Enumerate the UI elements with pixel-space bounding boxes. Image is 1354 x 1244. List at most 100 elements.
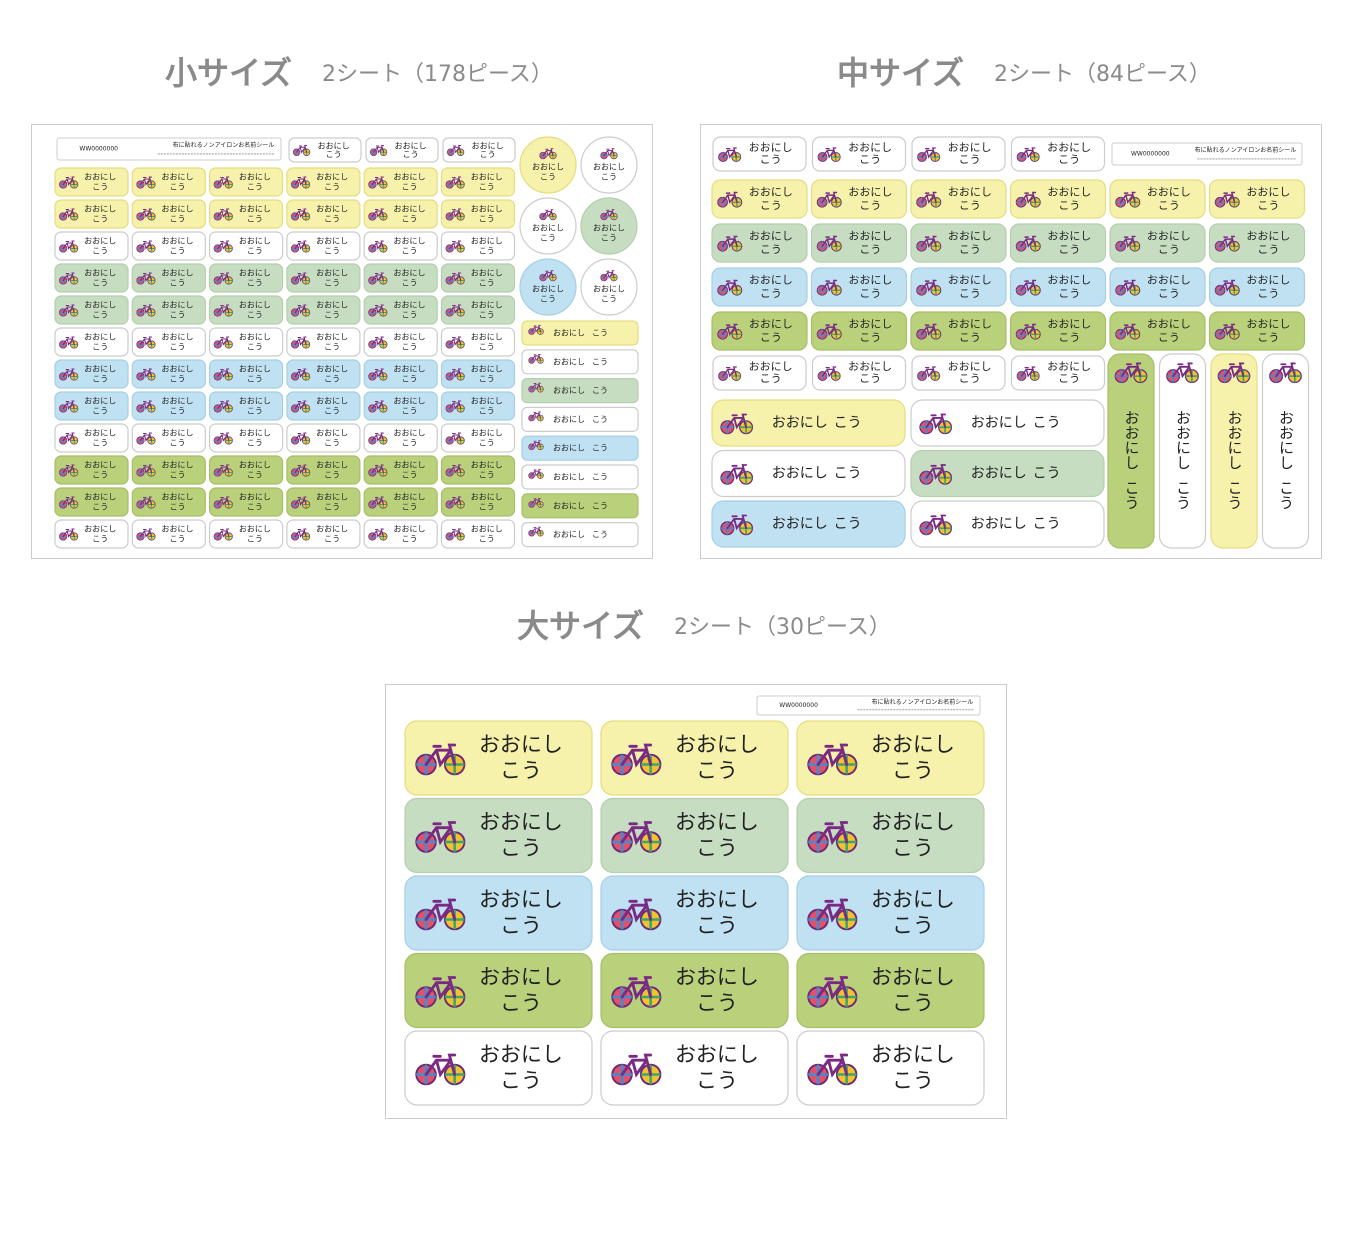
sticker xyxy=(1210,353,1258,549)
name-family: おおにし xyxy=(1047,274,1091,287)
name-family: おおにし xyxy=(393,429,425,438)
sticker xyxy=(363,263,438,293)
name-family: おおにし xyxy=(471,461,503,470)
sticker xyxy=(1010,355,1106,391)
name-given: こう xyxy=(401,375,417,384)
sticker xyxy=(440,487,516,517)
name-given: こう xyxy=(479,439,495,448)
sticker xyxy=(209,487,284,517)
name-family: おおにし xyxy=(848,318,892,331)
sticker xyxy=(712,355,807,391)
name-family: おおにし xyxy=(393,493,425,502)
sticker xyxy=(521,320,639,346)
name-family: おおにし xyxy=(848,186,892,199)
name-given: こう xyxy=(479,535,495,544)
sticker xyxy=(209,167,284,197)
sticker xyxy=(440,327,516,357)
name-family: おおにし xyxy=(948,360,992,373)
sticker xyxy=(440,391,516,421)
sticker xyxy=(404,1030,593,1106)
name-given: こう xyxy=(696,913,738,937)
name-given: こう xyxy=(959,287,981,300)
sticker xyxy=(521,435,639,461)
name-family: おおにし xyxy=(948,318,992,331)
name-given: こう xyxy=(247,471,263,480)
name-family: おおにし xyxy=(532,163,564,172)
sticker xyxy=(580,258,638,316)
name-given: こう xyxy=(401,535,417,544)
name-given: こう xyxy=(592,357,608,366)
sticker xyxy=(440,231,516,261)
name-family: おおにし xyxy=(675,965,759,989)
name-family: おおにし xyxy=(316,333,348,342)
name-family: おおにし xyxy=(395,141,427,150)
name-given: こう xyxy=(1158,199,1180,212)
name-family: おおにし xyxy=(1246,186,1290,199)
name-given: こう xyxy=(92,279,108,288)
name-family: おおにし xyxy=(471,269,503,278)
name-given: こう xyxy=(401,183,417,192)
sticker xyxy=(209,391,284,421)
sticker xyxy=(810,311,908,351)
name-family: おおにし xyxy=(553,357,585,366)
name-given: こう xyxy=(92,503,108,512)
name-family: おおにし xyxy=(393,269,425,278)
name-given: こう xyxy=(170,215,186,224)
sticker xyxy=(363,231,438,261)
name-family: おおにし xyxy=(772,466,828,482)
name-given: こう xyxy=(1033,516,1061,532)
name-family: おおにし xyxy=(393,461,425,470)
name-given: こう xyxy=(859,199,881,212)
name-given: こう xyxy=(247,503,263,512)
name-given: こう xyxy=(479,279,495,288)
sticker xyxy=(911,355,1006,391)
name-family: おおにし xyxy=(479,887,563,911)
sticker xyxy=(54,487,129,517)
sticker xyxy=(286,391,361,421)
name-given: こう xyxy=(247,439,263,448)
sticker xyxy=(1109,179,1206,219)
name-family: おおにし xyxy=(162,301,194,310)
name-given: こう xyxy=(696,836,738,860)
name-family: おおにし xyxy=(532,285,564,294)
name-family: おおにし xyxy=(948,230,992,243)
sticker xyxy=(440,263,516,293)
sticker xyxy=(404,797,593,874)
name-given: こう xyxy=(834,516,862,532)
sticker xyxy=(600,952,789,1029)
name-given: こう xyxy=(324,375,340,384)
name-given: こう xyxy=(760,287,782,300)
name-family: おおにし xyxy=(871,810,955,834)
sticker xyxy=(1010,136,1106,172)
name-family: おおにし xyxy=(471,397,503,406)
name-given: こう xyxy=(247,215,263,224)
name-family: おおにし xyxy=(1246,230,1290,243)
name-given: こう xyxy=(170,279,186,288)
name-given: こう xyxy=(92,375,108,384)
name-family: おおにし xyxy=(971,415,1027,431)
name-family: おおにし xyxy=(162,365,194,374)
sticker xyxy=(521,493,639,519)
name-family: おおにし xyxy=(553,386,585,395)
name-family: おおにし xyxy=(553,473,585,482)
section-title: 中サイズ xyxy=(837,54,964,92)
name-given: こう xyxy=(834,466,862,482)
sticker xyxy=(796,1030,985,1106)
sticker xyxy=(54,455,129,485)
sticker xyxy=(440,423,516,453)
name-given: こう xyxy=(1257,199,1279,212)
name-family: おおにし xyxy=(749,141,793,154)
name-given: こう xyxy=(401,279,417,288)
name-given: こう xyxy=(324,311,340,320)
name-given: こう xyxy=(479,503,495,512)
name-given: こう xyxy=(401,247,417,256)
name-given: こう xyxy=(592,473,608,482)
name-family: おおにし xyxy=(1246,318,1290,331)
name-family: おおにし xyxy=(162,429,194,438)
name-given: こう xyxy=(324,183,340,192)
sticker xyxy=(363,359,438,389)
name-given: こう xyxy=(324,471,340,480)
name-given: こう xyxy=(479,247,495,256)
name-family: おおにし xyxy=(239,269,271,278)
